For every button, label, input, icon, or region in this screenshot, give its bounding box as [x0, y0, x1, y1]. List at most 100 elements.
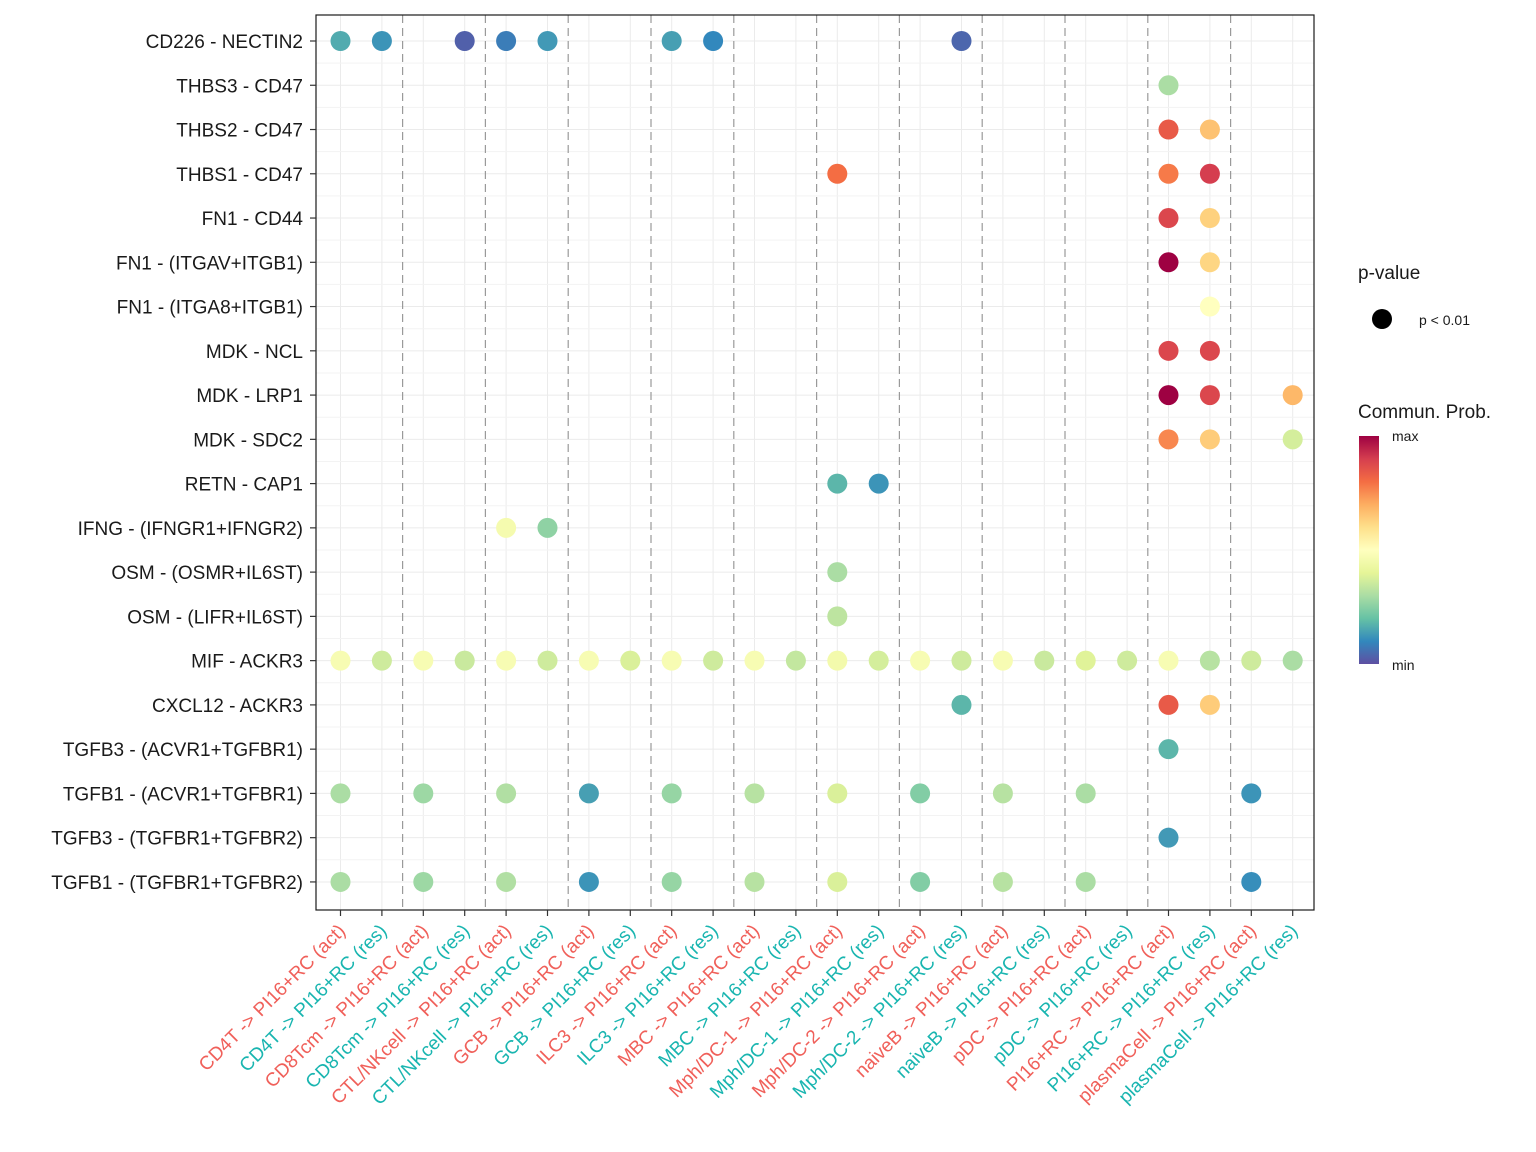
data-point: [1199, 694, 1220, 715]
y-tick-label: CD226 - NECTIN2: [146, 32, 303, 53]
data-point: [413, 871, 434, 892]
pvalue-legend-title: p-value: [1358, 263, 1420, 284]
data-point: [1075, 783, 1096, 804]
data-point: [1158, 75, 1179, 96]
y-tick-label: FN1 - (ITGA8+ITGB1): [117, 298, 303, 319]
data-point: [454, 31, 475, 51]
data-point: [496, 783, 517, 804]
data-point: [1158, 119, 1179, 140]
y-tick-label: OSM - (OSMR+IL6ST): [111, 563, 303, 584]
data-point: [620, 650, 641, 671]
data-point: [1158, 827, 1179, 848]
data-point: [1199, 650, 1220, 671]
plot-panel-border: [315, 14, 1315, 911]
data-point: [330, 871, 351, 892]
data-point: [910, 871, 931, 892]
data-point: [827, 783, 848, 804]
data-point: [1158, 650, 1179, 671]
data-point: [1199, 296, 1220, 317]
y-tick-label: MDK - SDC2: [193, 430, 303, 451]
y-tick-label: TGFB3 - (ACVR1+TGFBR1): [63, 740, 303, 761]
data-point: [1282, 429, 1303, 450]
pvalue-legend-dot: [1372, 309, 1392, 329]
y-tick-label: THBS3 - CD47: [176, 76, 303, 97]
colorbar-min-label: min: [1392, 657, 1415, 673]
data-point: [1034, 650, 1055, 671]
data-point: [1282, 650, 1303, 671]
data-point: [578, 650, 599, 671]
y-tick-label: FN1 - CD44: [202, 209, 304, 230]
data-point: [1199, 163, 1220, 184]
data-point: [537, 650, 558, 671]
y-tick-label: MIF - ACKR3: [191, 652, 303, 673]
data-point: [661, 31, 682, 51]
data-point: [1199, 340, 1220, 361]
data-point: [661, 783, 682, 804]
data-point: [1158, 340, 1179, 361]
x-axis-labels: CD4T -> PI16+RC (act)CD4T -> PI16+RC (re…: [195, 921, 1302, 1110]
y-tick-label: MDK - LRP1: [196, 386, 303, 407]
data-point: [661, 650, 682, 671]
data-point: [785, 650, 806, 671]
data-point: [454, 650, 475, 671]
data-point: [910, 783, 931, 804]
y-tick-label: TGFB1 - (TGFBR1+TGFBR2): [51, 873, 303, 894]
data-point: [744, 871, 765, 892]
data-point: [1241, 650, 1262, 671]
data-point: [703, 31, 724, 51]
data-point: [1199, 252, 1220, 273]
axis-ticks: [310, 40, 1294, 916]
data-point: [496, 871, 517, 892]
data-point: [413, 783, 434, 804]
data-point: [744, 783, 765, 804]
y-tick-label: TGFB3 - (TGFBR1+TGFBR2): [51, 829, 303, 850]
data-point: [868, 650, 889, 671]
data-point: [1075, 871, 1096, 892]
data-point: [744, 650, 765, 671]
data-point: [330, 783, 351, 804]
data-point: [371, 31, 392, 51]
data-point: [992, 871, 1013, 892]
data-point: [703, 650, 724, 671]
data-point: [827, 650, 848, 671]
data-point: [910, 650, 931, 671]
data-point: [1199, 119, 1220, 140]
data-point: [827, 473, 848, 494]
data-point: [1158, 385, 1179, 406]
colorbar-max-label: max: [1392, 428, 1418, 444]
data-point: [496, 31, 517, 51]
y-tick-label: OSM - (LIFR+IL6ST): [127, 607, 303, 628]
data-point: [992, 650, 1013, 671]
data-point: [578, 783, 599, 804]
data-point: [1158, 208, 1179, 229]
data-point: [496, 517, 517, 538]
data-point: [951, 650, 972, 671]
data-points: [330, 31, 1303, 892]
data-point: [661, 871, 682, 892]
data-point: [413, 650, 434, 671]
data-point: [330, 31, 351, 51]
y-tick-label: IFNG - (IFNGR1+IFNGR2): [78, 519, 303, 540]
legend: p-value p < 0.01 Commun. Prob. max min: [1358, 263, 1491, 673]
group-dividers: [402, 15, 1232, 910]
y-tick-label: THBS1 - CD47: [176, 165, 303, 186]
data-point: [992, 783, 1013, 804]
data-point: [1241, 871, 1262, 892]
data-point: [1158, 163, 1179, 184]
data-point: [868, 473, 889, 494]
colorbar: [1359, 436, 1379, 664]
data-point: [1075, 650, 1096, 671]
y-tick-label: CXCL12 - ACKR3: [152, 696, 303, 717]
data-point: [1199, 208, 1220, 229]
data-point: [1158, 252, 1179, 273]
data-point: [1158, 694, 1179, 715]
data-point: [1241, 783, 1262, 804]
y-axis-labels: CD226 - NECTIN2 THBS3 - CD47 THBS2 - CD47 T…: [51, 32, 303, 894]
data-point: [537, 31, 558, 51]
data-point: [951, 31, 972, 51]
data-point: [1199, 385, 1220, 406]
y-tick-label: FN1 - (ITGAV+ITGB1): [116, 253, 303, 274]
y-tick-label: MDK - NCL: [206, 342, 303, 363]
y-tick-label: THBS2 - CD47: [176, 121, 303, 142]
